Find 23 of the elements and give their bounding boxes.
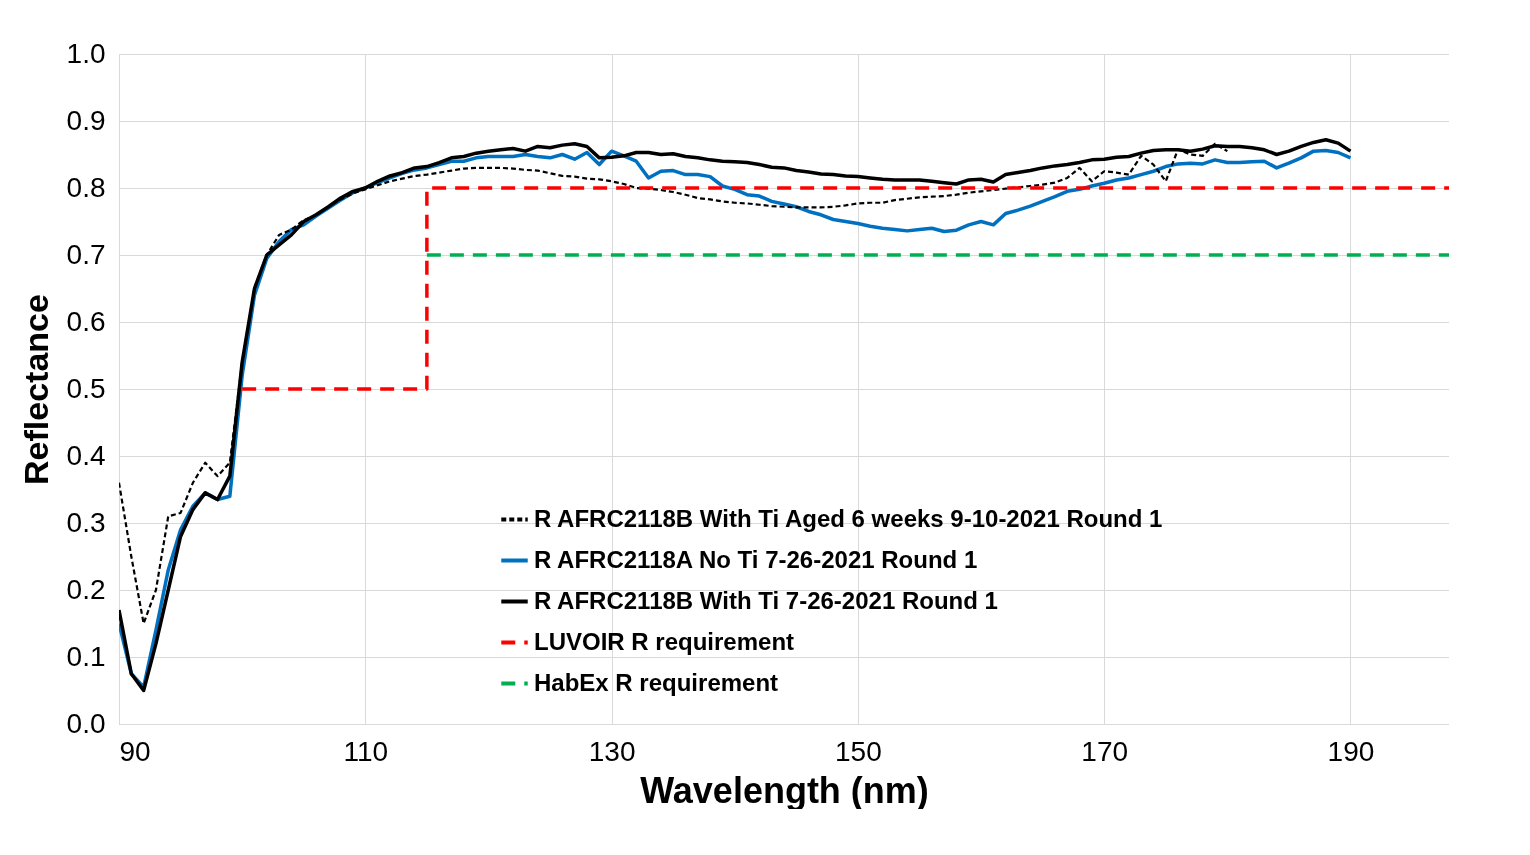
y-tick-label: 0.5 — [66, 372, 106, 404]
x-tick-label: 190 — [1327, 735, 1375, 767]
y-tick-label: 0.6 — [66, 305, 106, 337]
y-tick-label: 1.0 — [66, 37, 106, 69]
legend-label: R AFRC2118B With Ti 7-26-2021 Round 1 — [534, 586, 998, 614]
y-tick-label: 0.2 — [66, 573, 106, 605]
legend-label: LUVOIR R requirement — [534, 627, 795, 655]
x-tick-label: 150 — [835, 735, 882, 767]
x-tick-label: 170 — [1081, 735, 1129, 767]
legend-label: R AFRC2118B With Ti Aged 6 weeks 9-10-2021 Round 1 — [534, 504, 1163, 532]
y-axis-title: Reflectance — [16, 294, 55, 485]
y-tick-label: 0.4 — [66, 439, 106, 471]
y-tick-label: 0.0 — [66, 707, 106, 739]
y-tick-label: 0.3 — [66, 506, 106, 538]
x-tick-label: 110 — [343, 735, 389, 767]
x-tick-label: 130 — [588, 735, 636, 767]
x-tick-label: 90 — [119, 735, 151, 767]
y-tick-label: 0.8 — [66, 171, 106, 203]
legend-label: HabEx R requirement — [534, 668, 779, 696]
y-tick-label: 0.1 — [66, 640, 106, 672]
legend-label: R AFRC2118A No Ti 7-26-2021 Round 1 — [534, 545, 978, 573]
y-tick-label: 0.7 — [66, 238, 106, 270]
y-tick-label: 0.9 — [66, 104, 106, 136]
